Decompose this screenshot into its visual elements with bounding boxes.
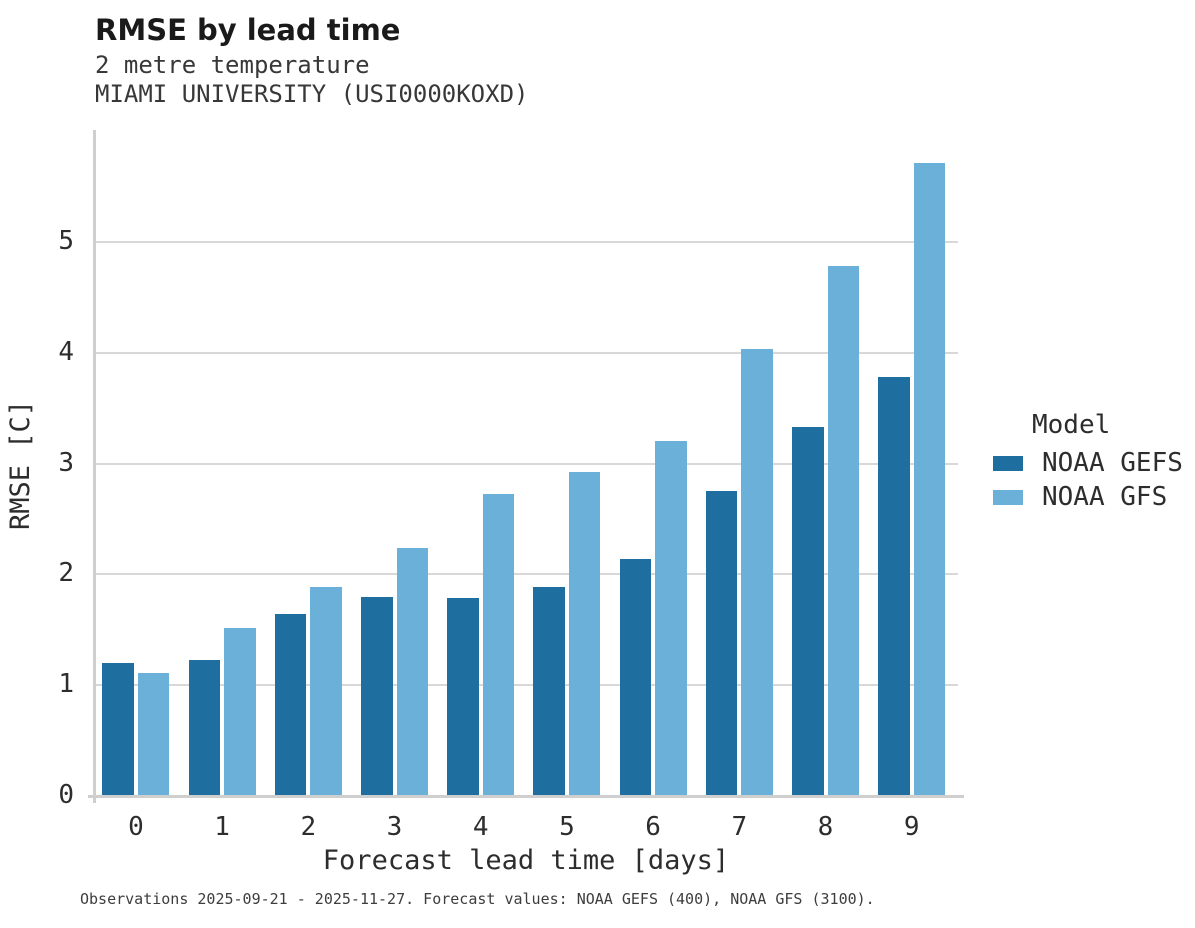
x-tick-label-6: 6 <box>645 812 661 842</box>
x-tick-label-8: 8 <box>817 812 834 842</box>
legend-entry-noaa-gefs: NOAA GEFS <box>993 450 1193 476</box>
y-axis-spine <box>93 130 96 803</box>
x-axis-label: Forecast lead time [days] <box>322 845 730 876</box>
legend-title: Model <box>1032 410 1111 440</box>
bar-noaa-gefs-day-2 <box>274 614 307 795</box>
gridline-y-5 <box>95 240 958 243</box>
x-tick-label-3: 3 <box>386 812 403 842</box>
x-tick-label-5: 5 <box>559 812 575 842</box>
bar-noaa-gefs-day-7 <box>705 491 738 795</box>
y-tick-label-1: 1 <box>58 669 74 700</box>
y-tick-label-2: 2 <box>58 558 74 589</box>
bar-noaa-gfs-day-6 <box>655 441 687 795</box>
x-axis-spine <box>88 795 964 798</box>
legend-label: NOAA GFS <box>1042 482 1168 512</box>
bar-noaa-gfs-day-0 <box>137 673 170 795</box>
y-tick-label-3: 3 <box>58 447 74 478</box>
bar-noaa-gfs-day-2 <box>310 586 342 795</box>
bar-noaa-gfs-day-3 <box>396 547 428 795</box>
chart-subtitle: 2 metre temperature <box>95 51 370 79</box>
bar-noaa-gefs-day-9 <box>878 377 910 795</box>
y-tick-label-0: 0 <box>58 780 74 810</box>
x-tick-label-7: 7 <box>731 812 748 842</box>
gridline-y-2 <box>95 573 958 576</box>
bar-noaa-gefs-day-3 <box>361 596 393 795</box>
bar-noaa-gfs-day-7 <box>741 349 773 795</box>
legend: Model NOAA GEFS NOAA GFS <box>993 410 1193 510</box>
x-tick-label-4: 4 <box>472 812 489 842</box>
bar-noaa-gfs-day-8 <box>827 266 859 795</box>
y-tick-label-4: 4 <box>58 336 74 367</box>
legend-label: NOAA GEFS <box>1042 448 1183 478</box>
x-tick-label-2: 2 <box>300 812 317 842</box>
plot-area <box>95 130 958 795</box>
bar-noaa-gefs-day-8 <box>792 427 824 795</box>
bar-noaa-gefs-day-6 <box>619 558 652 795</box>
bar-noaa-gfs-day-5 <box>568 472 601 795</box>
footer-note: Observations 2025-09-21 - 2025-11-27. Fo… <box>80 890 875 908</box>
bar-noaa-gefs-day-1 <box>188 659 221 795</box>
gridline-y-4 <box>95 351 958 354</box>
bar-noaa-gefs-day-5 <box>533 586 565 795</box>
gridline-y-3 <box>95 462 958 465</box>
chart-title: RMSE by lead time <box>95 13 401 47</box>
legend-swatch-icon <box>993 489 1023 505</box>
x-tick-label-9: 9 <box>903 812 920 842</box>
bar-noaa-gfs-day-9 <box>913 163 946 795</box>
legend-entries: NOAA GEFS NOAA GFS <box>993 450 1193 510</box>
legend-entry-noaa-gfs: NOAA GFS <box>993 484 1193 510</box>
y-tick-label-5: 5 <box>58 225 74 256</box>
x-tick-label-0: 0 <box>128 812 144 842</box>
x-tick-label-1: 1 <box>214 812 230 842</box>
gridline-y-1 <box>95 684 958 687</box>
bar-noaa-gfs-day-4 <box>482 493 515 795</box>
chart-station-subtitle: MIAMI UNIVERSITY (USI0000KOXD) <box>95 80 529 108</box>
bar-noaa-gefs-day-0 <box>102 663 134 795</box>
legend-swatch-icon <box>993 455 1023 471</box>
bar-noaa-gefs-day-4 <box>447 597 479 795</box>
bar-noaa-gfs-day-1 <box>224 627 256 795</box>
